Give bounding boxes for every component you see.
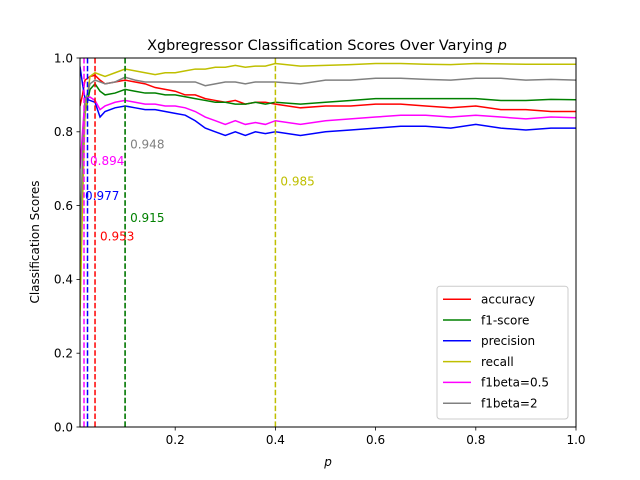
annotation-label: 0.894 — [90, 154, 124, 168]
y-axis: 0.0 0.2 0.4 0.6 0.8 1.0 — [54, 51, 80, 434]
x-tick-label: 0.4 — [266, 433, 285, 447]
series-line-precision — [80, 66, 576, 137]
annotation-label: 0.948 — [130, 137, 164, 151]
y-tick-label: 0.2 — [54, 347, 73, 361]
plot-frame — [79, 57, 577, 428]
series-line-f1beta-2 — [80, 76, 576, 261]
legend-label: accuracy — [481, 293, 535, 307]
annotation-label: 0.953 — [100, 230, 134, 244]
x-axis-label: p — [323, 455, 332, 469]
x-tick-label: 0.8 — [466, 433, 485, 447]
y-tick-label: 0.4 — [54, 273, 73, 287]
y-axis-label: Classification Scores — [28, 180, 42, 303]
legend: accuracy f1-score precision recall f1beta=0.… — [436, 285, 569, 420]
series-line-recall — [80, 62, 576, 317]
series-line-f1-score — [80, 82, 576, 243]
plot-area — [80, 58, 576, 427]
legend-label: recall — [481, 355, 514, 369]
x-tick-label: 0.2 — [166, 433, 185, 447]
annotations: 0.894 0.977 0.953 0.948 0.915 0.985 — [85, 137, 315, 243]
x-axis: 0.2 0.4 0.6 0.8 1.0 — [166, 427, 586, 447]
chart-title-variable: p — [497, 38, 507, 54]
legend-label: precision — [481, 334, 535, 348]
x-tick-label: 0.6 — [366, 433, 385, 447]
x-tick-label: 1.0 — [566, 433, 585, 447]
y-tick-label: 0.6 — [54, 199, 73, 213]
y-tick-label: 0.0 — [54, 420, 73, 434]
annotation-label: 0.915 — [130, 211, 164, 225]
chart-title-text: Xgbregressor Classification Scores Over … — [147, 38, 493, 54]
chart-title: Xgbregressor Classification Scores Over … — [147, 38, 507, 54]
legend-label: f1beta=2 — [481, 397, 538, 411]
legend-label: f1-score — [481, 313, 529, 327]
series-line-f1beta-0-5 — [80, 96, 576, 169]
annotation-label: 0.985 — [280, 174, 314, 188]
legend-label: f1beta=0.5 — [481, 376, 549, 390]
y-tick-label: 1.0 — [54, 51, 73, 65]
y-tick-label: 0.8 — [54, 125, 73, 139]
annotation-label: 0.977 — [85, 189, 119, 203]
